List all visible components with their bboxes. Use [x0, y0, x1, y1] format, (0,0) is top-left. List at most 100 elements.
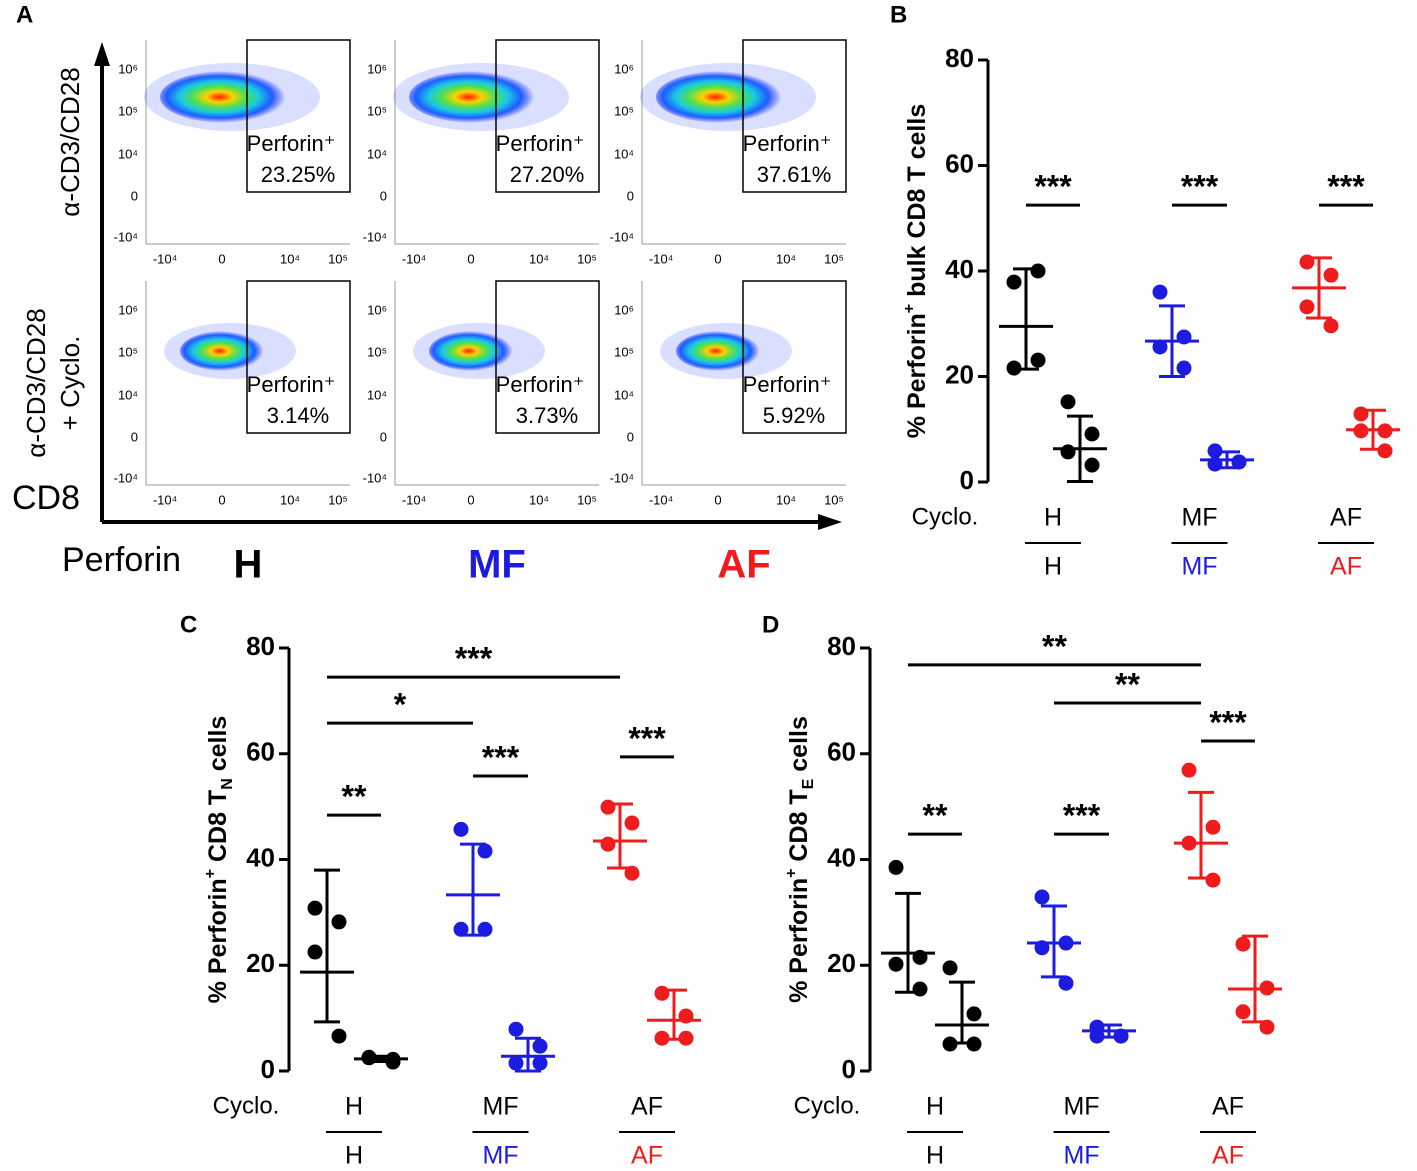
y-tick-label: -10⁴	[363, 229, 387, 244]
significance-label: ***	[1327, 169, 1365, 205]
gate	[742, 280, 847, 434]
x-tick-label: -10⁴	[402, 251, 426, 266]
y-tick-label: 10⁵	[118, 344, 138, 359]
gate-name: Perforin⁺	[247, 131, 336, 156]
group-label: MF	[482, 1093, 518, 1121]
gate	[495, 280, 600, 434]
y-tick-label: 10⁵	[118, 103, 138, 118]
y-axis-label: % Perforin+ bulk CD8 T cells	[901, 104, 931, 438]
group-label: H	[926, 1093, 944, 1121]
y-tick-label: 10⁴	[367, 146, 387, 161]
y-tick-label: 10⁴	[118, 387, 138, 402]
data-point	[1006, 274, 1022, 290]
x-tick-label: 10⁵	[824, 251, 844, 266]
data-point	[1089, 1028, 1105, 1044]
y-tick-label: 60	[827, 737, 856, 767]
data-point	[624, 865, 640, 881]
y-axis-label-part: cells	[785, 716, 813, 779]
data-point	[1207, 443, 1223, 459]
data-point	[1060, 444, 1076, 460]
y-axis-label-part: +	[202, 869, 219, 878]
y-tick-label: -10⁴	[114, 470, 138, 485]
panel-label: B	[890, 1, 907, 28]
data-point	[942, 960, 958, 976]
y-axis-label-part: cells	[204, 716, 232, 779]
data-point	[1084, 426, 1100, 442]
group-label: H	[1044, 553, 1062, 581]
y-tick-label: 20	[945, 359, 974, 389]
y-tick-label: -10⁴	[610, 470, 634, 485]
data-point	[1323, 267, 1339, 283]
x-tick-label: 10⁵	[577, 251, 597, 266]
gate-name: Perforin⁺	[743, 372, 832, 397]
y-tick-label: 60	[945, 148, 974, 178]
flow-plot: Perforin⁺ 3.73% -10⁴ 0 10⁴ 10⁵ 10⁶ 10⁵ 10⁴ 0 -10⁴	[363, 280, 600, 507]
y-axis-label: % Perforin+ CD8 TN cells	[202, 716, 236, 1004]
data-point	[1299, 254, 1315, 270]
data-point	[966, 1036, 982, 1052]
y-axis-label-part: bulk CD8 T cells	[903, 104, 931, 304]
x-tick-label: -10⁴	[153, 492, 177, 507]
data-point	[1231, 454, 1247, 470]
data-point	[331, 914, 347, 930]
y-tick-label: 20	[246, 948, 275, 978]
x-tick-label: 0	[714, 251, 721, 266]
x-tick-label: 10⁴	[280, 492, 300, 507]
y-tick-label: 60	[246, 737, 275, 767]
data-point	[1259, 1019, 1275, 1035]
group-label: MF	[1181, 504, 1217, 532]
group-label: H	[345, 1142, 363, 1170]
data-point	[307, 944, 323, 960]
y-axis-label-part: +	[901, 304, 918, 313]
panel-label: A	[16, 1, 33, 28]
row-label: + Cyclo.	[55, 336, 85, 431]
group-label: MF	[1181, 553, 1217, 581]
x-tick-label: 0	[218, 251, 225, 266]
y-tick-label: 0	[131, 188, 138, 203]
x-tick-label: -10⁴	[153, 251, 177, 266]
y-tick-label: 10⁶	[367, 302, 387, 317]
y-tick-label: 10⁶	[367, 61, 387, 76]
row-label: α-CD3/CD28	[21, 308, 51, 457]
x-tick-label: 10⁵	[328, 251, 348, 266]
significance-label: ***	[455, 641, 493, 677]
panel-label: C	[180, 611, 197, 638]
density	[656, 71, 788, 123]
significance-label: **	[342, 779, 367, 815]
y-tick-label: 10⁴	[614, 387, 634, 402]
data-point	[1205, 819, 1221, 835]
group-label: AF	[631, 1142, 663, 1170]
group-label: AF	[631, 1093, 663, 1121]
gate-percent: 27.20%	[510, 162, 585, 187]
x-tick-label: -10⁴	[649, 251, 673, 266]
data-point	[1176, 360, 1192, 376]
data-point	[600, 799, 616, 815]
data-point	[888, 956, 904, 972]
data-point	[1353, 406, 1369, 422]
significance-label: ***	[1063, 798, 1101, 834]
y-axis-label-part: E	[800, 778, 817, 789]
x-tick-label: 10⁵	[577, 492, 597, 507]
data-point	[1377, 443, 1393, 459]
significance-label: ***	[1209, 705, 1247, 741]
data-point	[1113, 1028, 1129, 1044]
data-point	[453, 921, 469, 937]
x-tick-label: 10⁵	[824, 492, 844, 507]
y-tick-label: 10⁶	[118, 61, 138, 76]
y-tick-label: -10⁴	[610, 229, 634, 244]
group-label: AF	[1212, 1142, 1244, 1170]
x-tick-label: 0	[218, 492, 225, 507]
y-tick-label: 0	[131, 429, 138, 444]
group-label: MF	[1063, 1142, 1099, 1170]
y-tick-label: 20	[827, 948, 856, 978]
data-point	[453, 821, 469, 837]
y-tick-label: 40	[246, 842, 275, 872]
y-tick-label: 80	[827, 631, 856, 661]
y-title: CD8	[12, 479, 80, 517]
y-tick-label: 0	[842, 1054, 856, 1084]
row-label: Cyclo.	[912, 503, 979, 530]
y-tick-label: 10⁵	[367, 103, 387, 118]
data-point	[600, 836, 616, 852]
group-label: MF	[468, 543, 526, 587]
significance-label: **	[1042, 628, 1067, 664]
